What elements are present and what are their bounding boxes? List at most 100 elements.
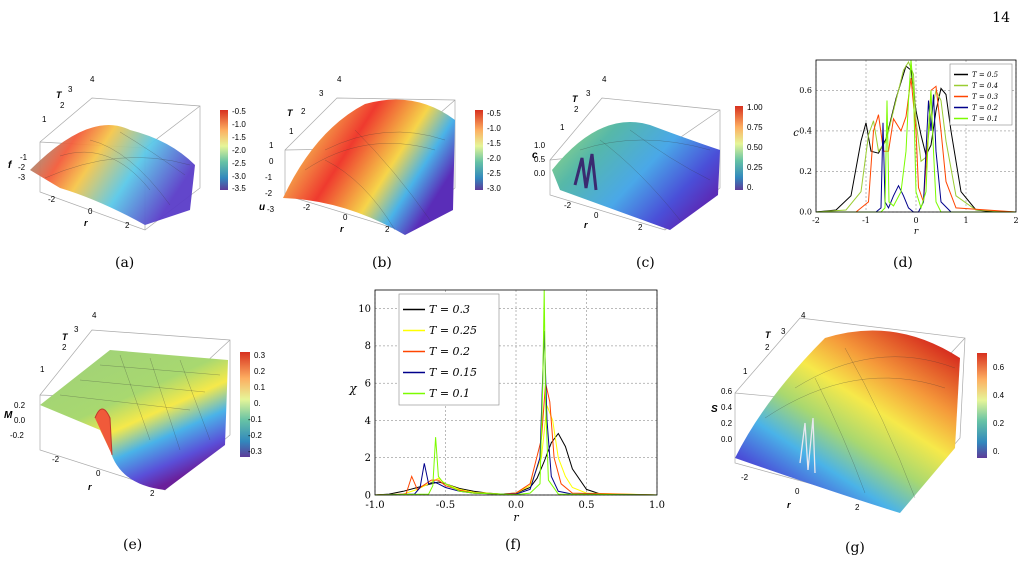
caption-b: (b) bbox=[372, 255, 392, 271]
colorbar-tick: -2.0 bbox=[487, 154, 501, 163]
series-line-4 bbox=[374, 289, 658, 496]
z-tick: 0.5 bbox=[534, 155, 546, 164]
surface-mesh bbox=[579, 129, 711, 221]
t-tick: 1 bbox=[289, 127, 294, 136]
t-tick: 1 bbox=[743, 367, 748, 376]
surface-peak bbox=[94, 408, 113, 456]
y-tick-label: 0.6 bbox=[799, 86, 812, 95]
r-tick: -2 bbox=[52, 455, 60, 464]
z-axis-label: f bbox=[8, 160, 13, 171]
r-tick: 2 bbox=[125, 221, 130, 230]
colorbar-tick: -0.5 bbox=[232, 107, 246, 116]
r-axis-label: r bbox=[787, 500, 791, 510]
surface-plot-c: c 1.0 0.5 0.0 T 4 3 2 1 -2 0 2 r 1.00 0.… bbox=[532, 75, 763, 232]
surface bbox=[40, 350, 228, 490]
t-tick: 2 bbox=[765, 343, 770, 352]
x-tick-label: -1 bbox=[862, 216, 870, 225]
z-tick: -0.2 bbox=[10, 431, 24, 440]
t-tick: 2 bbox=[62, 343, 67, 352]
colorbar-tick: 0.75 bbox=[747, 123, 763, 132]
t-tick: 4 bbox=[90, 75, 95, 84]
surface-mesh bbox=[304, 129, 446, 231]
t-tick: 4 bbox=[602, 75, 607, 84]
z-tick: -2 bbox=[18, 163, 26, 172]
t-tick: 2 bbox=[301, 107, 306, 116]
colorbar-tick: 0.3 bbox=[254, 351, 266, 360]
x-tick-label: -2 bbox=[812, 216, 820, 225]
z-axis-label: M bbox=[4, 410, 13, 421]
series-line-2 bbox=[816, 78, 1017, 213]
legend-label: T = 0.15 bbox=[429, 366, 477, 379]
y-tick-label: 4 bbox=[365, 416, 371, 427]
colorbar bbox=[475, 110, 483, 190]
surface-mesh bbox=[764, 347, 956, 499]
x-tick-label: -1.0 bbox=[365, 500, 384, 511]
z-tick: 1 bbox=[269, 141, 274, 150]
colorbar-ticks: -0.5 -1.0 -1.5 -2.0 -2.5 -3.0 -3.5 bbox=[232, 107, 246, 193]
t-tick: 4 bbox=[801, 311, 806, 320]
surface-plot-u: u 1 0 -1 -2 -3 T 4 3 2 1 -2 0 2 r -0.5 -… bbox=[259, 75, 501, 235]
z-tick: 0.0 bbox=[14, 416, 26, 425]
colorbar-tick: -3.5 bbox=[232, 184, 246, 193]
r-tick: -2 bbox=[303, 203, 311, 212]
t-tick: 3 bbox=[68, 85, 73, 94]
surface bbox=[735, 330, 960, 513]
colorbar-tick: 0.2 bbox=[993, 419, 1005, 428]
x-tick-label: 1.0 bbox=[649, 500, 665, 511]
caption-e: (e) bbox=[123, 537, 143, 553]
surface-mesh bbox=[44, 131, 191, 206]
r-tick: -2 bbox=[564, 201, 572, 210]
legend-label: T = 0.5 bbox=[972, 71, 999, 79]
y-tick-label: 0.2 bbox=[799, 167, 812, 176]
colorbar-tick: -0.2 bbox=[248, 431, 262, 440]
colorbar-tick: 0.25 bbox=[747, 163, 763, 172]
legend-label: T = 0.3 bbox=[972, 93, 999, 101]
t-tick: 3 bbox=[781, 327, 786, 336]
colorbar-tick: -1.5 bbox=[232, 133, 246, 142]
y-axis-label: χ bbox=[348, 382, 357, 396]
z-tick: 0.6 bbox=[721, 387, 733, 396]
r-tick: 0 bbox=[343, 213, 348, 222]
legend-label: T = 0.3 bbox=[429, 303, 470, 316]
x-tick-label: 2 bbox=[1013, 216, 1018, 225]
x-axis-label: r bbox=[513, 511, 519, 524]
colorbar-tick: -1.0 bbox=[487, 124, 501, 133]
t-tick: 4 bbox=[337, 75, 342, 84]
x-tick-label: 0.0 bbox=[508, 500, 524, 511]
z-tick: -3 bbox=[267, 205, 275, 214]
t-axis-label: T bbox=[572, 94, 579, 104]
r-tick: 2 bbox=[855, 503, 860, 512]
colorbar-tick: -0.1 bbox=[248, 415, 262, 424]
z-tick: -3 bbox=[18, 173, 26, 182]
plot-frame bbox=[374, 289, 658, 496]
z-tick: -1 bbox=[265, 173, 273, 182]
z-tick: 0.2 bbox=[721, 419, 733, 428]
colorbar bbox=[240, 352, 250, 457]
colorbar-tick: -1.0 bbox=[232, 120, 246, 129]
z-tick: 0.4 bbox=[721, 403, 733, 412]
colorbar-ticks: -0.5 -1.0 -1.5 -2.0 -2.5 -3.0 bbox=[487, 109, 501, 193]
colorbar-tick: -2.5 bbox=[487, 169, 501, 178]
legend-box bbox=[398, 293, 500, 406]
surface-plot-m: M 0.2 0.0 -0.2 T 4 3 2 1 -2 0 2 r 0.3 0.… bbox=[4, 311, 266, 498]
y-tick-label: 0.0 bbox=[799, 208, 812, 217]
caption-a: (a) bbox=[115, 255, 135, 271]
y-tick-label: 6 bbox=[365, 379, 371, 390]
surface bbox=[30, 125, 195, 225]
legend-label: T = 0.2 bbox=[429, 345, 470, 358]
t-axis-label: T bbox=[56, 90, 63, 100]
r-tick: 0 bbox=[795, 487, 800, 496]
r-tick: 2 bbox=[638, 223, 643, 232]
plot-frame bbox=[815, 59, 1017, 213]
colorbar-ticks: 0.3 0.2 0.1 0. -0.1 -0.2 -0.3 bbox=[248, 351, 266, 456]
colorbar-tick: -2.0 bbox=[232, 146, 246, 155]
t-tick: 3 bbox=[74, 325, 79, 334]
z-axis-label: c bbox=[532, 150, 538, 161]
t-axis-label: T bbox=[765, 330, 772, 340]
y-tick-label: 10 bbox=[358, 304, 371, 315]
surface bbox=[283, 99, 455, 235]
y-tick-label: 2 bbox=[365, 453, 371, 464]
legend-label: T = 0.25 bbox=[429, 324, 477, 337]
r-axis-label: r bbox=[584, 220, 588, 230]
series-line-0 bbox=[815, 65, 1016, 213]
